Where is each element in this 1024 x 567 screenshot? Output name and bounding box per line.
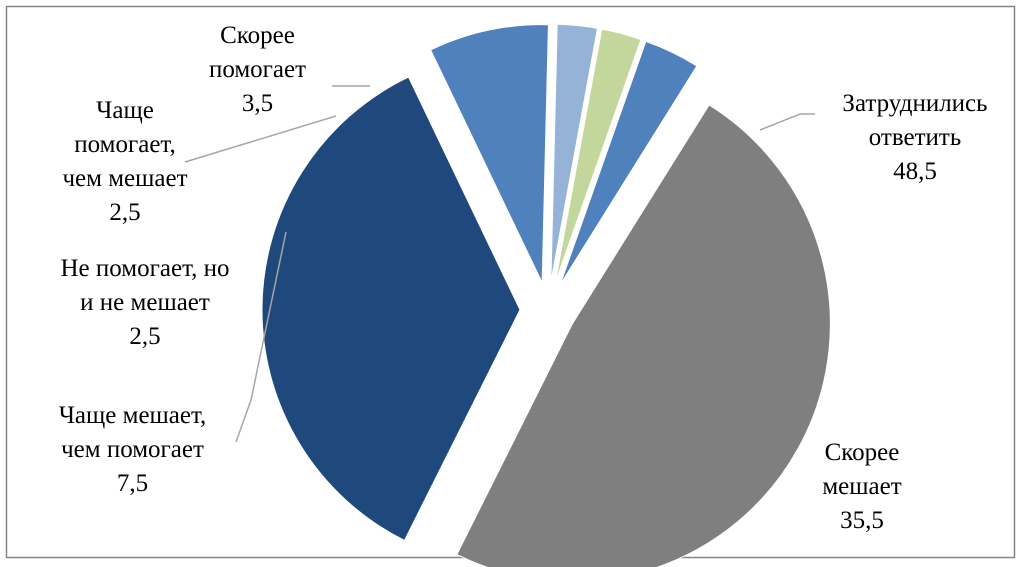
data-label: Не помогает, но и не мешает 2,5 — [20, 252, 270, 354]
pie-slice — [554, 28, 642, 284]
data-label: Чаще мешает, чем помогает 7,5 — [10, 399, 255, 501]
data-label-category: помогает, — [74, 131, 176, 158]
data-label-value: 35,5 — [840, 507, 884, 534]
leader-line — [759, 113, 815, 131]
data-label-category: Затруднились — [842, 90, 988, 117]
data-label-category: Чаще — [96, 97, 154, 124]
data-label: Затруднились ответить 48,5 — [815, 87, 1015, 189]
data-label-category: Скорее — [824, 439, 900, 466]
data-label-category: чем помогает — [61, 436, 204, 463]
pie-slice — [456, 104, 831, 567]
data-label-category: мешает — [822, 473, 902, 500]
data-label-value: 2,5 — [109, 199, 141, 226]
data-label-category: чем мешает — [62, 165, 188, 192]
data-label-category: помогает — [208, 56, 307, 83]
data-label-value: 2,5 — [129, 323, 161, 350]
leader-line — [184, 115, 337, 163]
pie-slice — [550, 23, 599, 283]
leader-line — [235, 231, 287, 443]
data-label-value: 48,5 — [893, 158, 937, 185]
data-label: Чаще помогает, чем мешает 2,5 — [20, 94, 230, 230]
pie-slice — [429, 24, 549, 283]
pie-slice — [261, 76, 521, 542]
data-label: Скорее помогает 3,5 — [185, 19, 330, 121]
data-label-category: Скорее — [220, 22, 295, 49]
data-label-value: 3,5 — [241, 90, 274, 117]
pie-slice — [559, 40, 698, 286]
data-label-category: и не мешает — [80, 289, 210, 316]
data-label: Скорее мешает 35,5 — [792, 436, 932, 538]
data-label-category: Не помогает, но — [60, 255, 230, 282]
data-label-category: Чаще мешает, — [58, 402, 207, 429]
data-label-value: 7,5 — [116, 470, 149, 497]
data-label-category: ответить — [868, 124, 962, 151]
